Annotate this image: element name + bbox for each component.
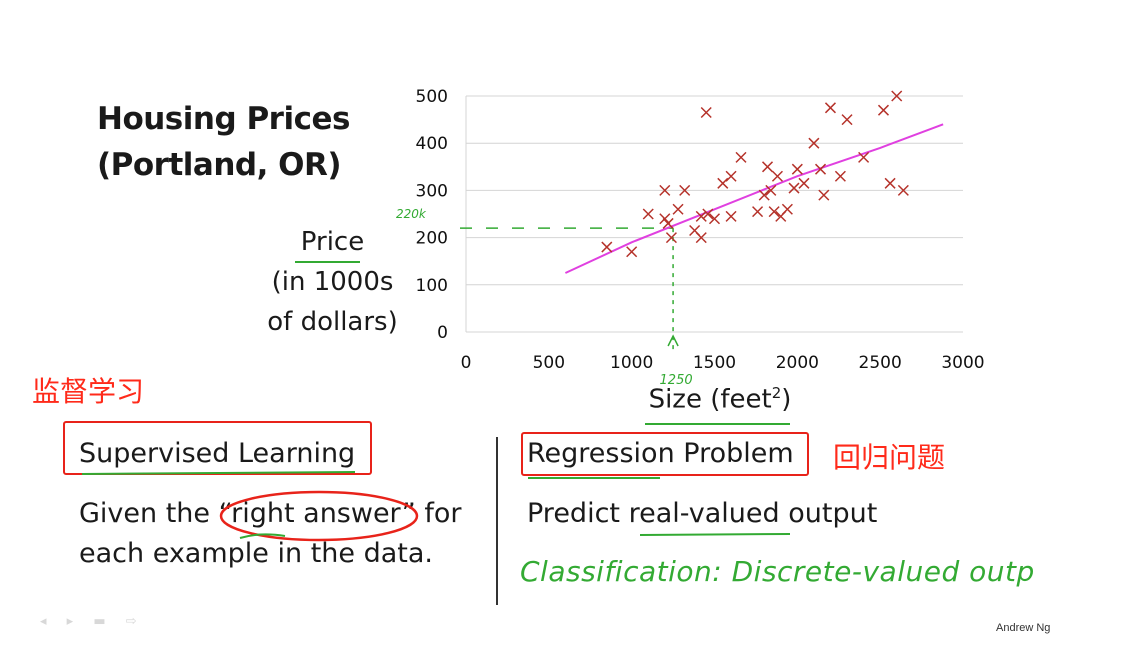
- regression-problem-heading: Regression Problem: [527, 438, 794, 469]
- given-right-answer-line: Given the “right answer” for: [79, 494, 462, 534]
- data-point-4: [659, 213, 671, 225]
- each-example-line: each example in the data.: [79, 538, 433, 569]
- line1-before: Given the: [79, 498, 219, 529]
- data-point-3: [659, 184, 671, 196]
- data-point-29: [798, 177, 810, 189]
- classification-handwritten-note: Classification: Discrete-valued outp: [520, 555, 1035, 588]
- x-tick-label: 2500: [859, 353, 902, 373]
- data-point-10: [695, 210, 707, 222]
- data-point-30: [808, 137, 820, 149]
- data-point-26: [781, 203, 793, 215]
- data-point-39: [891, 90, 903, 102]
- right-answer-circle: [219, 490, 419, 542]
- chart-grid: [465, 95, 963, 333]
- slide-nav-icons[interactable]: ◂ ▸ ▬ ⇨: [40, 614, 145, 629]
- x-tick-label: 3000: [941, 353, 984, 373]
- data-point-35: [841, 114, 853, 126]
- y-axis-label: Price (in 1000s of dollars): [250, 222, 415, 342]
- data-point-21: [761, 161, 774, 173]
- slide-title: Housing Prices (Portland, OR): [97, 96, 350, 188]
- data-point-33: [824, 102, 836, 114]
- data-point-37: [877, 104, 890, 116]
- data-point-5: [662, 217, 674, 229]
- y-tick-label: 100: [416, 276, 448, 296]
- y-tick-label: 200: [416, 229, 448, 249]
- data-point-31: [814, 163, 827, 175]
- y-tick-label: 400: [416, 134, 448, 154]
- data-point-27: [788, 182, 800, 194]
- chart-ticks: 0 100 200 300 400 500 0 500 1000 1500 2000 2500 3000: [416, 87, 985, 373]
- data-point-28: [791, 163, 803, 175]
- x-tick-label: 500: [533, 353, 565, 373]
- data-point-14: [708, 213, 721, 225]
- x-axis-label: Size (feet2): [648, 384, 792, 415]
- x-tick-label: 1000: [610, 353, 653, 373]
- right-answer-underline: [239, 533, 286, 539]
- y-axis-label-line-3: of dollars): [267, 307, 398, 337]
- y-tick-label: 0: [437, 323, 448, 343]
- data-point-38: [884, 177, 896, 189]
- y-tick-label: 500: [416, 87, 448, 107]
- data-point-13: [702, 208, 714, 220]
- data-point-18: [735, 151, 747, 163]
- data-point-17: [725, 210, 737, 222]
- data-point-22: [765, 184, 777, 196]
- cn-label-supervised: 监督学习: [32, 375, 145, 408]
- data-point-36: [858, 151, 870, 163]
- predict-real-valued-line: Predict real-valued output: [527, 498, 878, 529]
- data-points: [601, 90, 909, 258]
- supervised-underline: [81, 471, 356, 475]
- section-divider: [496, 437, 498, 605]
- y-axis-label-line-2: (in 1000s: [271, 267, 394, 297]
- y-axis-label-line-1: Price: [300, 227, 365, 257]
- data-point-20: [758, 189, 770, 201]
- y-marker-label: 220k: [396, 207, 427, 221]
- y-tick-label: 300: [416, 181, 448, 201]
- data-point-19: [752, 206, 764, 218]
- right-answer-phrase: “right answer”: [218, 498, 416, 529]
- data-point-0: [601, 241, 613, 253]
- line1-after: for: [415, 498, 462, 529]
- data-point-15: [717, 177, 729, 189]
- data-point-2: [642, 208, 654, 220]
- real-valued-underline: [639, 533, 791, 536]
- title-line-2: (Portland, OR): [97, 147, 342, 183]
- x-tick-label: 2000: [776, 353, 819, 373]
- regression-problem-box: [521, 432, 809, 476]
- supervised-learning-heading: Supervised Learning: [79, 438, 356, 469]
- x-marker-arrow: [667, 334, 679, 347]
- x-marker-label: 1250: [660, 373, 693, 388]
- fit-line: [564, 123, 944, 274]
- data-point-12: [700, 106, 712, 119]
- data-point-8: [679, 184, 691, 196]
- cn-label-regression: 回归问题: [833, 441, 946, 474]
- data-point-23: [768, 206, 780, 218]
- chart-annotations: 1250 220k: [396, 207, 693, 388]
- title-line-1: Housing Prices: [97, 101, 350, 137]
- author-credit: Andrew Ng: [996, 622, 1051, 634]
- data-point-1: [626, 246, 638, 258]
- x-tick-label: 0: [461, 353, 472, 373]
- data-point-16: [725, 170, 737, 182]
- fit-line-group: [564, 123, 944, 274]
- x-tick-label: 1500: [693, 353, 736, 373]
- data-point-11: [695, 232, 707, 244]
- data-point-34: [834, 170, 846, 182]
- data-point-24: [771, 170, 783, 182]
- data-point-6: [665, 232, 677, 244]
- data-point-40: [897, 184, 909, 196]
- data-point-7: [672, 203, 684, 215]
- data-point-32: [818, 189, 830, 201]
